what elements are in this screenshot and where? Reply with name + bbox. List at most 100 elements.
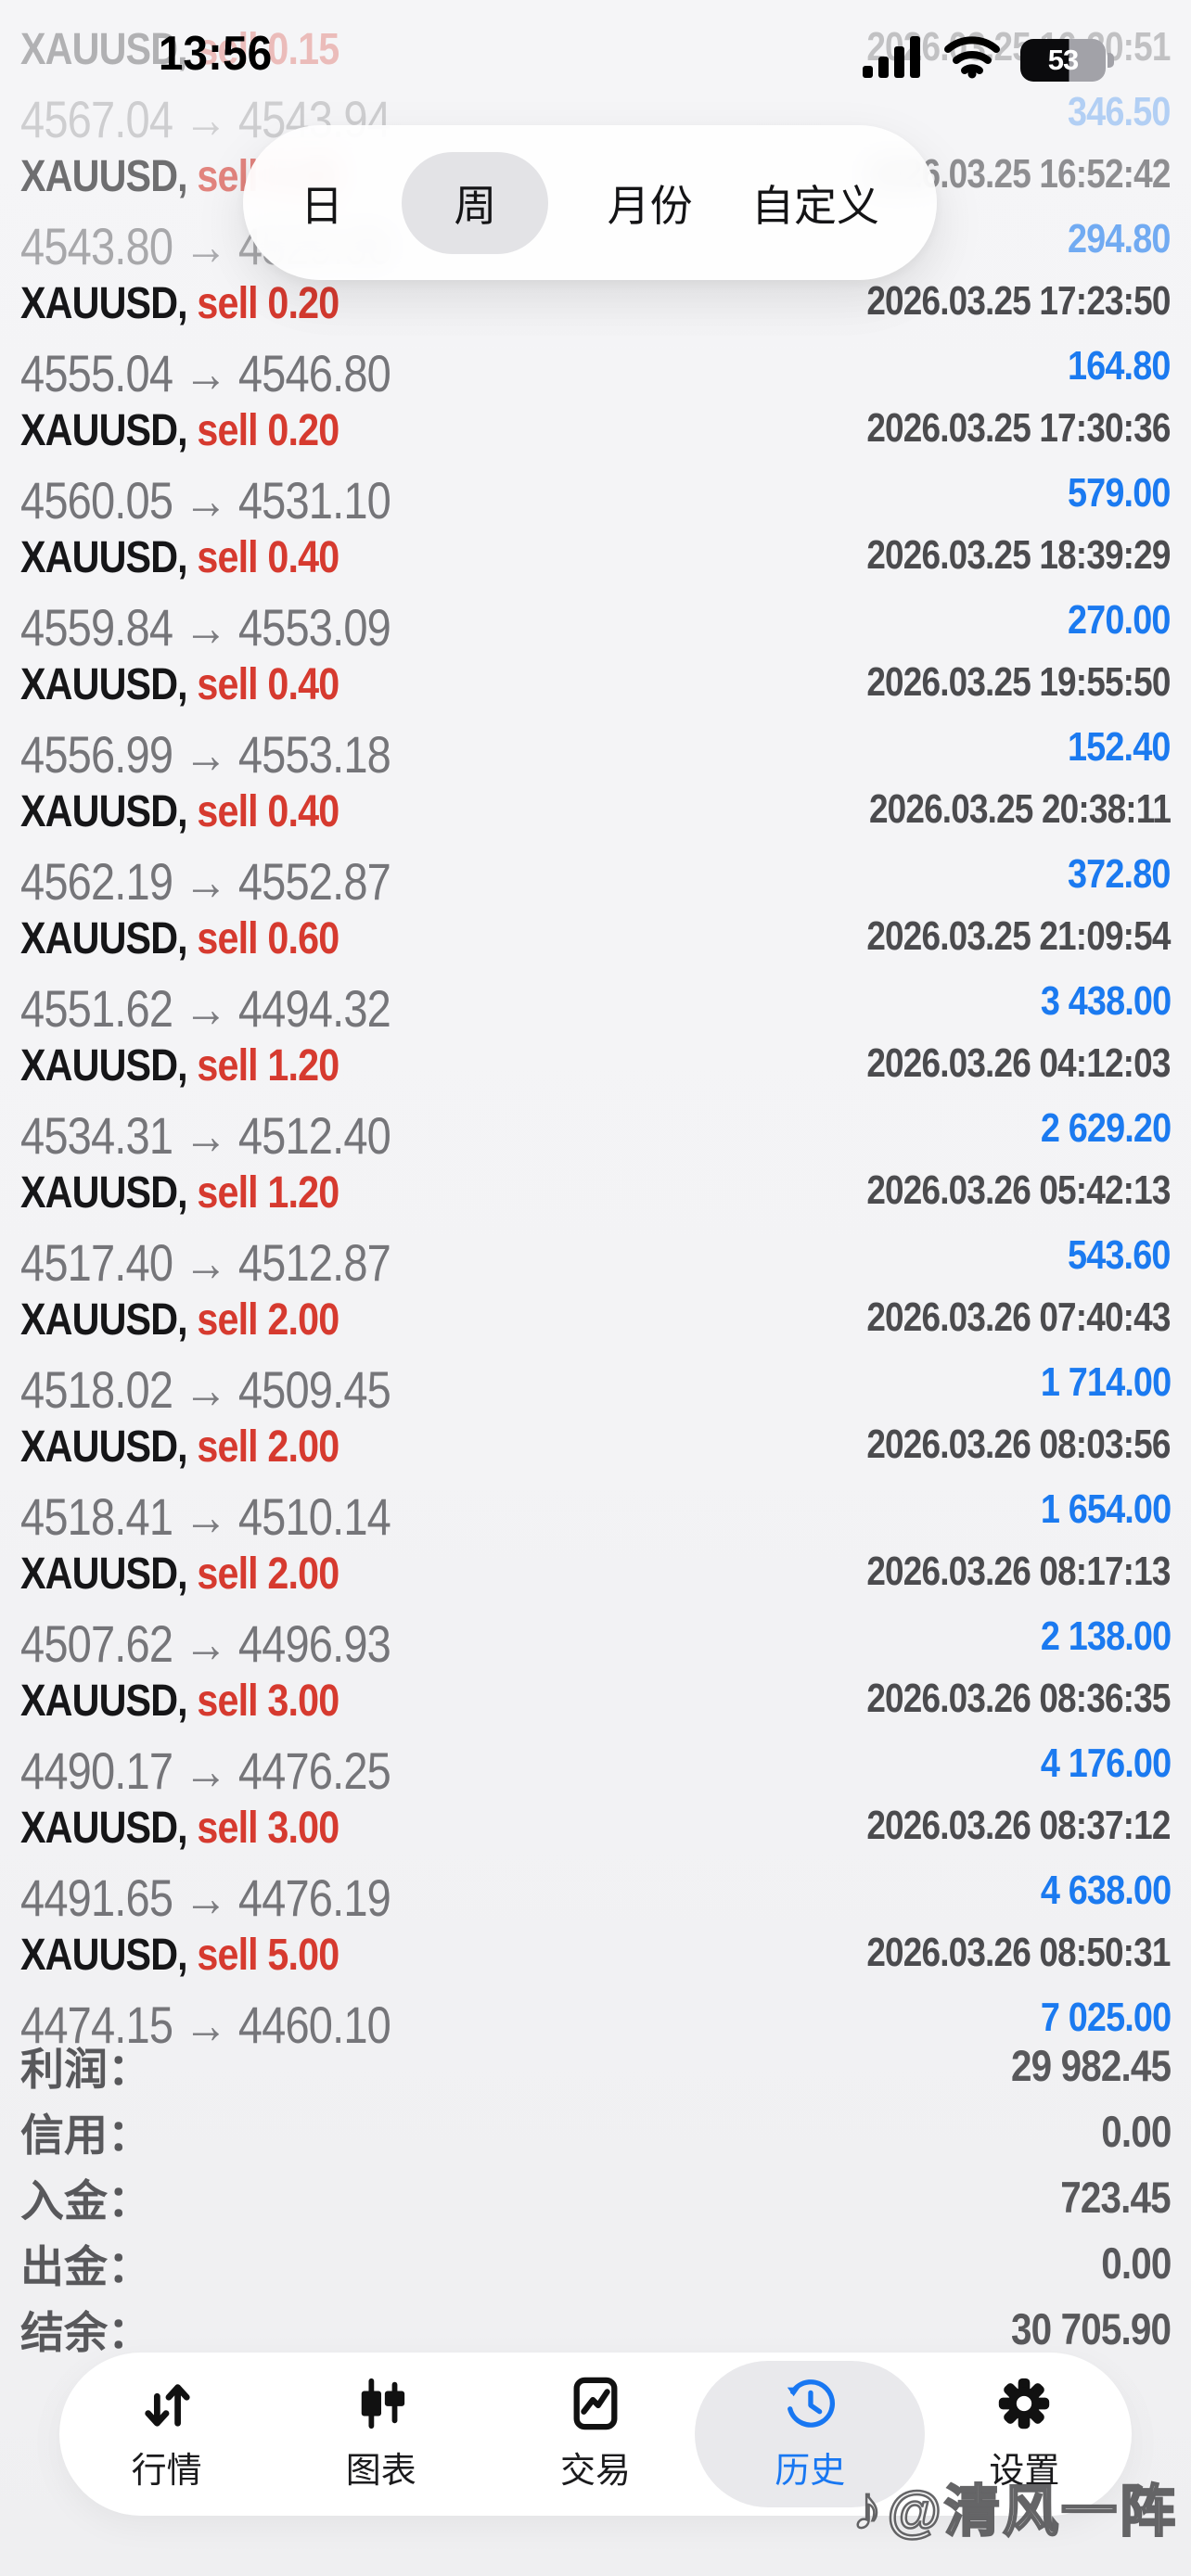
trade-row[interactable]: XAUUSD, sell 1.20 2026.03.26 04:12:03 45… (20, 1040, 1172, 1167)
trade-symbol-and-side: XAUUSD, sell 3.00 (20, 1676, 339, 1727)
summary-row-profit: 利润： 29 982.45 (20, 2033, 1172, 2098)
period-option-month[interactable]: 月份 (607, 181, 693, 230)
open-price: 4555.04 (20, 344, 173, 402)
gear-icon (997, 2377, 1051, 2430)
close-price: 4552.87 (237, 852, 391, 911)
trade-symbol-and-side: XAUUSD, sell 2.00 (20, 1549, 339, 1600)
trade-side-volume: sell 0.15 (197, 25, 339, 74)
trade-row[interactable]: XAUUSD, sell 0.60 2026.03.25 21:09:54 45… (20, 913, 1172, 1040)
tab-settings[interactable]: 设置 (917, 2353, 1132, 2516)
trade-symbol: XAUUSD, (20, 660, 188, 709)
trade-profit: 3 438.00 (1040, 978, 1172, 1024)
trade-row[interactable]: XAUUSD, sell 3.00 2026.03.26 08:37:12 44… (20, 1803, 1172, 1930)
trade-symbol-and-side: XAUUSD, sell 0.40 (20, 786, 339, 837)
trade-close-datetime: 2026.03.26 08:17:13 (866, 1549, 1172, 1594)
right-arrow-icon: → (184, 1233, 227, 1292)
trade-symbol-and-side: XAUUSD, sell 2.00 (20, 1294, 339, 1345)
summary-row-deposit: 入金： 723.45 (20, 2164, 1172, 2230)
trade-symbol-and-side: XAUUSD, sell 0.15 (20, 24, 339, 75)
trade-side-volume: sell 2.00 (197, 1422, 339, 1472)
trade-prices: 4559.84 → 4553.09 (20, 597, 391, 657)
close-price: 4496.93 (237, 1614, 391, 1673)
trade-row[interactable]: XAUUSD, sell 0.15 2026.03.25 16:30:51 45… (20, 24, 1172, 151)
trade-symbol-and-side: XAUUSD, sell 1.20 (20, 1040, 339, 1091)
history-clock-icon (783, 2377, 837, 2430)
trade-row[interactable]: XAUUSD, sell 2.00 2026.03.26 07:40:43 45… (20, 1294, 1172, 1422)
trade-row[interactable]: XAUUSD, sell 2.00 2026.03.26 08:03:56 45… (20, 1422, 1172, 1549)
trade-row[interactable]: XAUUSD, sell 0.40 2026.03.25 18:39:29 45… (20, 532, 1172, 659)
open-price: 4474.15 (20, 1996, 173, 2054)
trade-profit: 7 025.00 (1040, 1995, 1172, 2040)
trade-row[interactable]: XAUUSD, sell 0.40 2026.03.25 19:55:50 45… (20, 659, 1172, 786)
trade-side-volume: sell 3.00 (197, 1804, 339, 1853)
trade-side-volume: sell 0.40 (197, 660, 339, 709)
tab-quotes[interactable]: 行情 (59, 2353, 274, 2516)
trade-close-datetime: 2026.03.25 20:38:11 (868, 786, 1172, 832)
trade-symbol-and-side: XAUUSD, sell 0.40 (20, 659, 339, 710)
trade-profit: 152.40 (1068, 724, 1171, 770)
trade-symbol: XAUUSD, (20, 1931, 188, 1980)
open-price: 4567.04 (20, 90, 173, 148)
tab-label: 图表 (345, 2451, 416, 2491)
trade-prices: 4555.04 → 4546.80 (20, 343, 391, 403)
period-option-day[interactable]: 日 (301, 181, 343, 230)
trade-history-list[interactable]: XAUUSD, sell 0.15 2026.03.25 16:30:51 45… (0, 0, 1191, 2057)
trade-symbol-and-side: XAUUSD, sell 0.40 (20, 532, 339, 583)
trade-row[interactable]: XAUUSD, sell 0.20 2026.03.25 17:30:36 45… (20, 405, 1172, 532)
trade-symbol: XAUUSD, (20, 787, 188, 836)
candlestick-icon (354, 2377, 408, 2430)
watermark: ♪ @清风一阵 (851, 2467, 1178, 2547)
open-price: 4507.62 (20, 1614, 173, 1673)
trade-row[interactable]: XAUUSD, sell 0.40 2026.03.25 20:38:11 45… (20, 786, 1172, 913)
trade-side-volume: sell 3.00 (197, 1677, 339, 1726)
trade-prices: 4518.02 → 4509.45 (20, 1359, 391, 1420)
trade-close-datetime: 2026.03.26 08:37:12 (866, 1803, 1172, 1848)
trade-profit: 346.50 (1068, 89, 1171, 134)
right-arrow-icon: → (184, 1868, 227, 1927)
watermark-text: @清风一阵 (886, 2480, 1178, 2544)
trade-row[interactable]: XAUUSD, sell 0.20 2026.03.25 17:23:50 45… (20, 278, 1172, 405)
summary-value: 0.00 (1100, 2238, 1172, 2288)
open-price: 4560.05 (20, 471, 173, 529)
summary-label: 利润： (20, 2045, 151, 2094)
period-option-custom[interactable]: 自定义 (750, 181, 879, 230)
trade-row[interactable]: XAUUSD, sell 1.20 2026.03.26 05:42:13 45… (20, 1167, 1172, 1294)
trade-side-volume: sell 2.00 (197, 1549, 339, 1599)
tab-label: 历史 (775, 2451, 846, 2491)
trade-symbol: XAUUSD, (20, 406, 188, 455)
trade-prices: 4562.19 → 4552.87 (20, 851, 391, 912)
trade-profit: 579.00 (1068, 470, 1171, 516)
open-price: 4551.62 (20, 979, 173, 1038)
trade-profit: 1 654.00 (1040, 1486, 1172, 1532)
trade-row[interactable]: XAUUSD, sell 2.00 2026.03.26 08:17:13 45… (20, 1549, 1172, 1676)
trade-row[interactable]: XAUUSD, sell 3.00 2026.03.26 08:36:35 44… (20, 1676, 1172, 1803)
trade-symbol: XAUUSD, (20, 1677, 188, 1726)
tab-charts[interactable]: 图表 (274, 2353, 488, 2516)
trade-close-datetime: 2026.03.25 21:09:54 (866, 913, 1172, 959)
right-arrow-icon: → (184, 217, 227, 275)
trade-symbol: XAUUSD, (20, 533, 188, 582)
summary-row-withdrawal: 出金： 0.00 (20, 2230, 1172, 2296)
trade-symbol-and-side: XAUUSD, sell 1.20 (20, 1167, 339, 1218)
trade-row[interactable]: XAUUSD, sell 5.00 2026.03.26 08:50:31 44… (20, 1930, 1172, 2057)
summary-value: 0.00 (1100, 2107, 1172, 2156)
trade-profit: 270.00 (1068, 597, 1171, 643)
period-option-week[interactable]: 周 (402, 151, 549, 254)
tab-trade[interactable]: 交易 (488, 2353, 702, 2516)
tab-label: 交易 (560, 2451, 632, 2491)
trade-prices: 4534.31 → 4512.40 (20, 1105, 391, 1166)
trade-profit: 4 638.00 (1040, 1868, 1172, 1913)
close-price: 4553.18 (237, 725, 391, 784)
right-arrow-icon: → (184, 725, 227, 784)
close-price: 4512.87 (237, 1233, 391, 1292)
trade-symbol-and-side: XAUUSD, sell 5.00 (20, 1930, 339, 1981)
trade-prices: 4517.40 → 4512.87 (20, 1232, 391, 1293)
trade-close-datetime: 2026.03.25 19:55:50 (866, 659, 1172, 705)
trade-close-datetime: 2026.03.26 05:42:13 (866, 1167, 1172, 1213)
summary-label: 出金： (20, 2242, 151, 2291)
open-price: 4534.31 (20, 1106, 173, 1165)
tab-label: 行情 (131, 2451, 202, 2491)
right-arrow-icon: → (184, 1106, 227, 1165)
tab-history[interactable]: 历史 (695, 2353, 926, 2516)
trade-prices: 4567.04 → 4543.94 (20, 89, 391, 149)
